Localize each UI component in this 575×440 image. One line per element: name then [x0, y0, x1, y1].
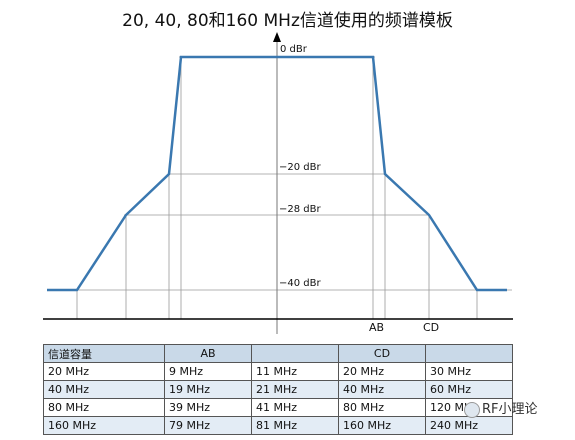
table-row: 160 MHz 79 MHz 81 MHz 160 MHz 240 MHz [43, 416, 513, 435]
table-row: 20 MHz 9 MHz 11 MHz 20 MHz 30 MHz [43, 362, 513, 381]
label-minus20dbr: −20 dBr [279, 162, 321, 173]
table-cell: 240 MHz [425, 416, 513, 435]
wechat-icon [464, 401, 480, 418]
table-cell: 81 MHz [251, 416, 339, 435]
table-header-row: 信道容量 AB CD [43, 344, 513, 363]
watermark: RF小理论 [464, 398, 538, 418]
table-cell: 20 MHz [43, 362, 165, 381]
spectrum-mask-line [47, 55, 507, 292]
table-cell: 39 MHz [164, 398, 252, 417]
table-cell: 80 MHz [338, 398, 426, 417]
label-minus28dbr: −28 dBr [279, 204, 321, 215]
header-channel-capacity: 信道容量 [43, 344, 165, 363]
axis-arrow-icon [273, 32, 281, 42]
table-cell: 40 MHz [338, 380, 426, 399]
table-cell: 41 MHz [251, 398, 339, 417]
header-cd-cont [425, 344, 513, 363]
label-0dbr: 0 dBr [280, 44, 308, 55]
table-cell: 20 MHz [338, 362, 426, 381]
header-cd: CD [338, 344, 426, 363]
label-minus40dbr: −40 dBr [279, 278, 321, 289]
table-cell: 80 MHz [43, 398, 165, 417]
table-cell: 19 MHz [164, 380, 252, 399]
table-cell: 79 MHz [164, 416, 252, 435]
table-cell: 160 MHz [43, 416, 165, 435]
table-row: 80 MHz 39 MHz 41 MHz 80 MHz 120 MHz [43, 398, 513, 417]
header-ab-cont [251, 344, 339, 363]
table-cell: 11 MHz [251, 362, 339, 381]
table-cell: 9 MHz [164, 362, 252, 381]
marker-cd: CD [423, 321, 439, 334]
table-cell: 21 MHz [251, 380, 339, 399]
table-cell: 60 MHz [425, 380, 513, 399]
figure-title: 20, 40, 80和160 MHz信道使用的频谱模板 [122, 11, 453, 31]
drop-lines [76, 57, 478, 319]
watermark-text: RF小理论 [482, 402, 538, 417]
header-ab: AB [164, 344, 252, 363]
table-cell: 160 MHz [338, 416, 426, 435]
table-row: 40 MHz 19 MHz 21 MHz 40 MHz 60 MHz [43, 380, 513, 399]
table-cell: 30 MHz [425, 362, 513, 381]
mask-parameters-table: 信道容量 AB CD 20 MHz 9 MHz 11 MHz 20 MHz 30… [43, 344, 513, 435]
table-cell: 40 MHz [43, 380, 165, 399]
marker-ab: AB [369, 321, 384, 334]
